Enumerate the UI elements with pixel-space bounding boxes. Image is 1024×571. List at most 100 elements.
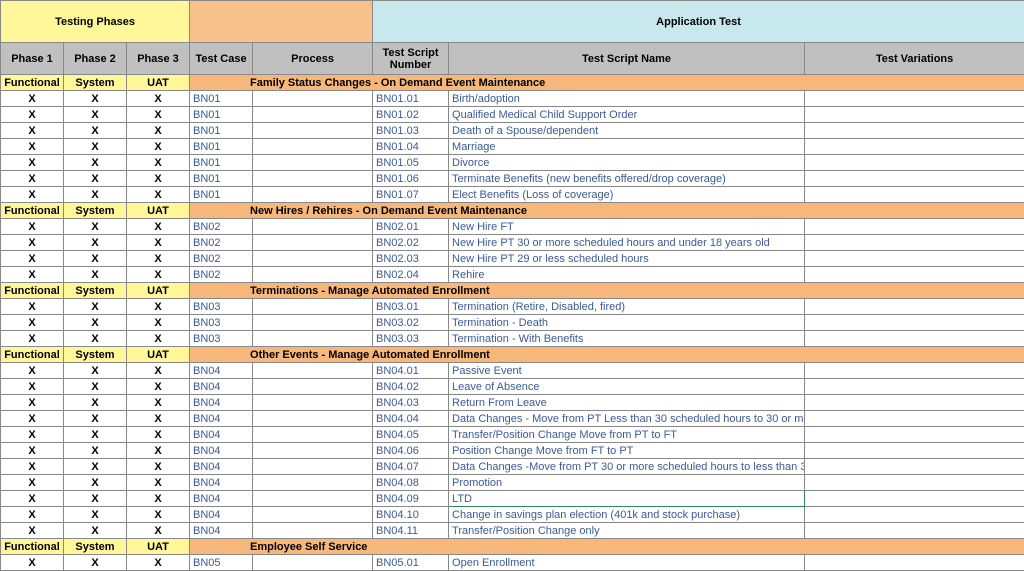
test-script-name-cell[interactable]: Position Change Move from FT to PT: [449, 443, 805, 459]
data-row[interactable]: XXXBN04BN04.03Return From Leave: [1, 395, 1024, 411]
process-cell[interactable]: [253, 443, 373, 459]
test-script-number-cell[interactable]: BN04.09: [373, 491, 449, 507]
test-script-number-cell[interactable]: BN04.10: [373, 507, 449, 523]
test-case-cell[interactable]: BN04: [190, 507, 253, 523]
process-cell[interactable]: [253, 235, 373, 251]
test-variations-cell[interactable]: [805, 443, 1024, 459]
test-script-name-cell[interactable]: New Hire PT 30 or more scheduled hours a…: [449, 235, 805, 251]
test-case-cell[interactable]: BN03: [190, 315, 253, 331]
test-case-cell[interactable]: BN01: [190, 187, 253, 203]
test-variations-cell[interactable]: [805, 411, 1024, 427]
test-script-name-cell[interactable]: Data Changes - Move from PT Less than 30…: [449, 411, 805, 427]
test-variations-cell[interactable]: [805, 171, 1024, 187]
process-cell[interactable]: [253, 411, 373, 427]
test-variations-cell[interactable]: [805, 459, 1024, 475]
test-script-number-cell[interactable]: BN01.04: [373, 139, 449, 155]
test-script-number-cell[interactable]: BN01.05: [373, 155, 449, 171]
test-case-cell[interactable]: BN01: [190, 91, 253, 107]
test-script-number-cell[interactable]: BN01.02: [373, 107, 449, 123]
test-case-cell[interactable]: BN01: [190, 171, 253, 187]
test-script-number-cell[interactable]: BN05.01: [373, 555, 449, 571]
test-variations-cell[interactable]: [805, 315, 1024, 331]
test-variations-cell[interactable]: [805, 331, 1024, 347]
test-variations-cell[interactable]: [805, 299, 1024, 315]
process-cell[interactable]: [253, 395, 373, 411]
test-script-number-cell[interactable]: BN04.04: [373, 411, 449, 427]
test-case-cell[interactable]: BN01: [190, 107, 253, 123]
test-variations-cell[interactable]: [805, 363, 1024, 379]
test-case-cell[interactable]: BN04: [190, 411, 253, 427]
test-variations-cell[interactable]: [805, 555, 1024, 571]
test-case-cell[interactable]: BN04: [190, 523, 253, 539]
data-row[interactable]: XXXBN01BN01.02Qualified Medical Child Su…: [1, 107, 1024, 123]
data-row[interactable]: XXXBN04BN04.02Leave of Absence: [1, 379, 1024, 395]
test-script-number-cell[interactable]: BN02.01: [373, 219, 449, 235]
test-variations-cell[interactable]: [805, 507, 1024, 523]
test-case-cell[interactable]: BN02: [190, 267, 253, 283]
data-row[interactable]: XXXBN04BN04.10Change in savings plan ele…: [1, 507, 1024, 523]
test-script-number-cell[interactable]: BN04.05: [373, 427, 449, 443]
test-script-name-cell[interactable]: Qualified Medical Child Support Order: [449, 107, 805, 123]
data-row[interactable]: XXXBN01BN01.06Terminate Benefits (new be…: [1, 171, 1024, 187]
test-script-name-cell[interactable]: Transfer/Position Change Move from PT to…: [449, 427, 805, 443]
test-script-number-cell[interactable]: BN02.03: [373, 251, 449, 267]
data-row[interactable]: XXXBN04BN04.04Data Changes - Move from P…: [1, 411, 1024, 427]
process-cell[interactable]: [253, 363, 373, 379]
test-script-name-cell[interactable]: Marriage: [449, 139, 805, 155]
test-script-number-cell[interactable]: BN04.11: [373, 523, 449, 539]
test-script-name-cell[interactable]: Termination - Death: [449, 315, 805, 331]
test-variations-cell[interactable]: [805, 267, 1024, 283]
test-script-number-cell[interactable]: BN04.03: [373, 395, 449, 411]
process-cell[interactable]: [253, 459, 373, 475]
process-cell[interactable]: [253, 315, 373, 331]
data-row[interactable]: XXXBN04BN04.07Data Changes -Move from PT…: [1, 459, 1024, 475]
test-script-number-cell[interactable]: BN01.07: [373, 187, 449, 203]
process-cell[interactable]: [253, 155, 373, 171]
test-case-cell[interactable]: BN04: [190, 475, 253, 491]
test-script-name-cell[interactable]: Termination (Retire, Disabled, fired): [449, 299, 805, 315]
process-cell[interactable]: [253, 507, 373, 523]
test-variations-cell[interactable]: [805, 219, 1024, 235]
test-script-number-cell[interactable]: BN01.03: [373, 123, 449, 139]
test-case-cell[interactable]: BN04: [190, 459, 253, 475]
test-variations-cell[interactable]: [805, 491, 1024, 507]
test-case-cell[interactable]: BN01: [190, 123, 253, 139]
test-script-name-cell[interactable]: Leave of Absence: [449, 379, 805, 395]
test-variations-cell[interactable]: [805, 235, 1024, 251]
data-row[interactable]: XXXBN02BN02.02New Hire PT 30 or more sch…: [1, 235, 1024, 251]
process-cell[interactable]: [253, 171, 373, 187]
test-script-name-cell[interactable]: Transfer/Position Change only: [449, 523, 805, 539]
test-case-cell[interactable]: BN04: [190, 395, 253, 411]
test-script-number-cell[interactable]: BN04.02: [373, 379, 449, 395]
data-row[interactable]: XXXBN03BN03.03Termination - With Benefit…: [1, 331, 1024, 347]
process-cell[interactable]: [253, 91, 373, 107]
process-cell[interactable]: [253, 299, 373, 315]
process-cell[interactable]: [253, 123, 373, 139]
data-row[interactable]: XXXBN02BN02.01New Hire FT: [1, 219, 1024, 235]
test-case-cell[interactable]: BN04: [190, 379, 253, 395]
test-variations-cell[interactable]: [805, 523, 1024, 539]
test-variations-cell[interactable]: [805, 107, 1024, 123]
data-row[interactable]: XXXBN04BN04.11Transfer/Position Change o…: [1, 523, 1024, 539]
test-script-number-cell[interactable]: BN04.06: [373, 443, 449, 459]
test-script-name-cell[interactable]: New Hire FT: [449, 219, 805, 235]
data-row[interactable]: XXXBN01BN01.04Marriage: [1, 139, 1024, 155]
test-case-cell[interactable]: BN02: [190, 219, 253, 235]
test-script-number-cell[interactable]: BN01.06: [373, 171, 449, 187]
process-cell[interactable]: [253, 491, 373, 507]
test-variations-cell[interactable]: [805, 187, 1024, 203]
data-row[interactable]: XXXBN03BN03.01Termination (Retire, Disab…: [1, 299, 1024, 315]
process-cell[interactable]: [253, 107, 373, 123]
test-variations-cell[interactable]: [805, 91, 1024, 107]
data-row[interactable]: XXXBN04BN04.06Position Change Move from …: [1, 443, 1024, 459]
test-case-cell[interactable]: BN04: [190, 491, 253, 507]
test-script-name-cell[interactable]: Termination - With Benefits: [449, 331, 805, 347]
process-cell[interactable]: [253, 523, 373, 539]
data-row[interactable]: XXXBN04BN04.05Transfer/Position Change M…: [1, 427, 1024, 443]
process-cell[interactable]: [253, 379, 373, 395]
process-cell[interactable]: [253, 219, 373, 235]
data-row[interactable]: XXXBN05BN05.01Open Enrollment: [1, 555, 1024, 571]
test-variations-cell[interactable]: [805, 251, 1024, 267]
test-variations-cell[interactable]: [805, 379, 1024, 395]
test-script-number-cell[interactable]: BN04.08: [373, 475, 449, 491]
